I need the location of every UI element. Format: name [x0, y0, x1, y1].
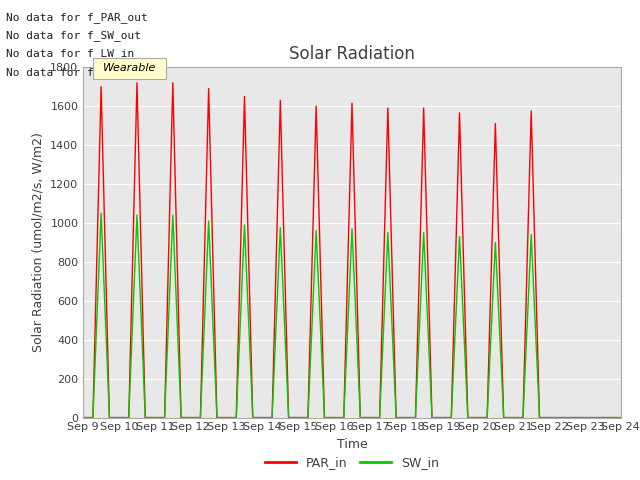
Title: Solar Radiation: Solar Radiation [289, 45, 415, 63]
Text: No data for f_PAR_out: No data for f_PAR_out [6, 12, 148, 23]
Text: No data for f_LW_out: No data for f_LW_out [6, 67, 141, 78]
Text: Wearable: Wearable [103, 63, 156, 73]
Legend: PAR_in, SW_in: PAR_in, SW_in [260, 451, 444, 474]
X-axis label: Time: Time [337, 438, 367, 451]
Y-axis label: Solar Radiation (umol/m2/s, W/m2): Solar Radiation (umol/m2/s, W/m2) [31, 132, 45, 352]
Text: No data for f_LW_in: No data for f_LW_in [6, 48, 134, 60]
Text: No data for f_SW_out: No data for f_SW_out [6, 30, 141, 41]
